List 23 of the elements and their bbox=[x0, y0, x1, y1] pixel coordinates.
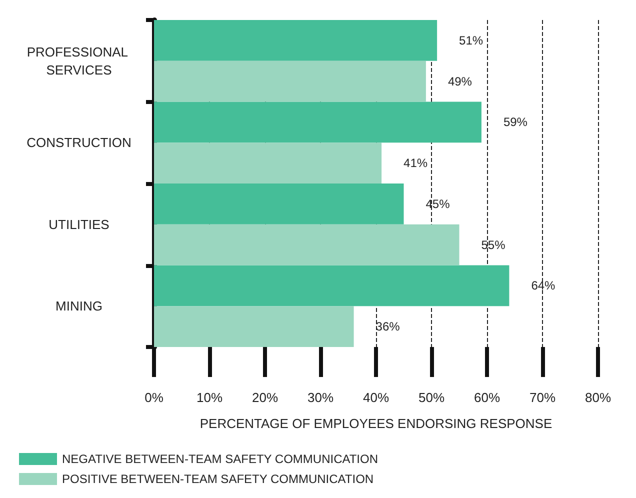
data-label: 49% bbox=[448, 74, 472, 88]
y-tick-label: CONSTRUCTION bbox=[26, 135, 132, 150]
x-tick-label: 0% bbox=[144, 390, 164, 405]
x-tick-label: 50% bbox=[418, 390, 445, 405]
x-tick-label: 60% bbox=[474, 390, 500, 405]
x-tick-label: 70% bbox=[529, 390, 556, 405]
legend-label: NEGATIVE BETWEEN-TEAM SAFETY COMMUNICATION bbox=[62, 452, 378, 466]
x-tick-label: 40% bbox=[362, 390, 390, 405]
data-label: 41% bbox=[404, 156, 428, 170]
y-tick-label: UTILITIES bbox=[48, 216, 110, 232]
x-axis-title: PERCENTAGE OF EMPLOYEES ENDORSING RESPONSE bbox=[200, 416, 552, 431]
y-tick-label: MINING bbox=[56, 298, 102, 314]
data-label: 51% bbox=[459, 33, 484, 48]
legend-label: POSITIVE BETWEEN-TEAM SAFETY COMMUNICATION bbox=[62, 472, 374, 486]
data-label: 45% bbox=[426, 196, 450, 211]
x-tick-label: 30% bbox=[307, 390, 334, 405]
data-label: 55% bbox=[481, 238, 506, 252]
x-tick-label: 20% bbox=[252, 390, 278, 405]
data-label: 36% bbox=[376, 320, 400, 334]
x-tick-label: 10% bbox=[196, 390, 223, 405]
data-label: 59% bbox=[503, 115, 528, 130]
x-tick-label: 80% bbox=[584, 390, 612, 405]
y-tick-label: PROFESSIONAL SERVICES bbox=[26, 44, 132, 78]
